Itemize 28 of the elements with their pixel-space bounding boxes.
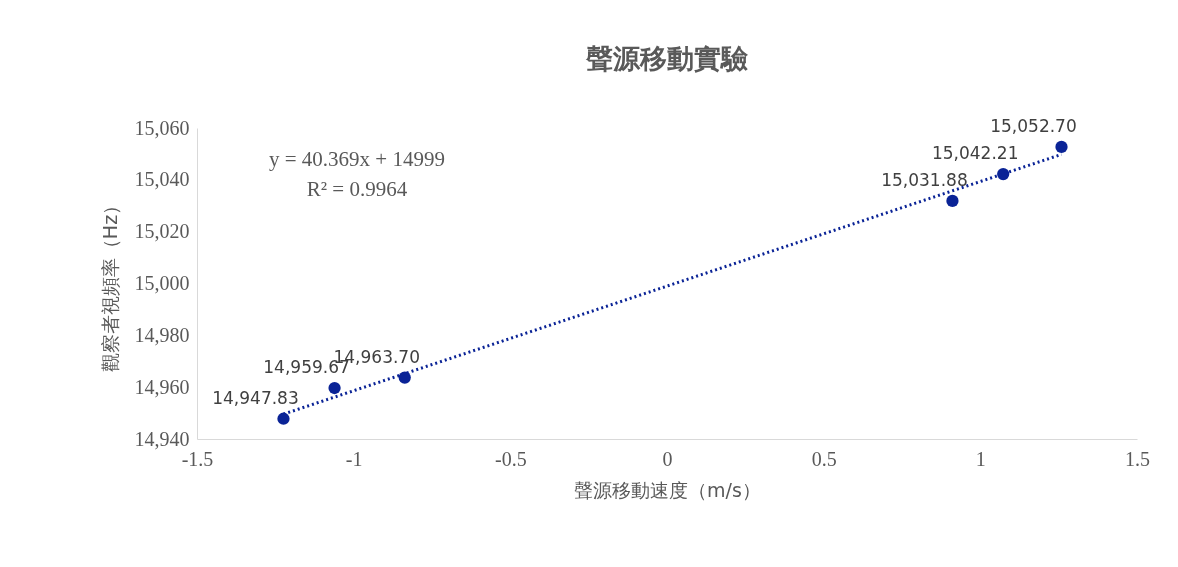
point <box>277 412 290 425</box>
y-tick-label: 14,940 <box>134 427 190 450</box>
point <box>997 167 1010 181</box>
x-tick-label: 0 <box>662 447 673 470</box>
x-tick-label: -0.5 <box>495 447 527 470</box>
point <box>328 381 341 395</box>
x-axis-title: 聲源移動速度（m/s） <box>574 478 761 501</box>
point <box>946 194 959 207</box>
x-tick-label: -1 <box>345 447 363 470</box>
y-tick-label: 15,040 <box>134 168 190 191</box>
data-label: 14,947.83 <box>212 387 299 408</box>
data-label: 15,031.88 <box>881 169 968 190</box>
chart-title: 聲源移動實驗 <box>585 42 749 74</box>
y-tick-label: 15,000 <box>134 272 190 294</box>
point <box>1055 140 1068 154</box>
y-tick-label: 14,960 <box>134 375 190 398</box>
x-tick-label: -1.5 <box>181 447 214 470</box>
y-tick-label: 15,060 <box>134 116 190 139</box>
x-tick-label: 1 <box>975 447 986 470</box>
y-tick-label: 15,020 <box>134 220 190 243</box>
data-label: 15,052.70 <box>990 115 1077 136</box>
y-axis-title: 觀察者視頻率（Hz） <box>98 195 121 373</box>
x-tick-label: 0.5 <box>811 447 837 470</box>
annotation: R² = 0.9964 <box>306 177 408 201</box>
annotation: y = 40.369x + 14999 <box>269 147 445 171</box>
y-tick-label: 14,980 <box>134 323 190 346</box>
data-label: 15,042.21 <box>931 143 1019 164</box>
x-tick-label: 1.5 <box>1125 447 1150 470</box>
